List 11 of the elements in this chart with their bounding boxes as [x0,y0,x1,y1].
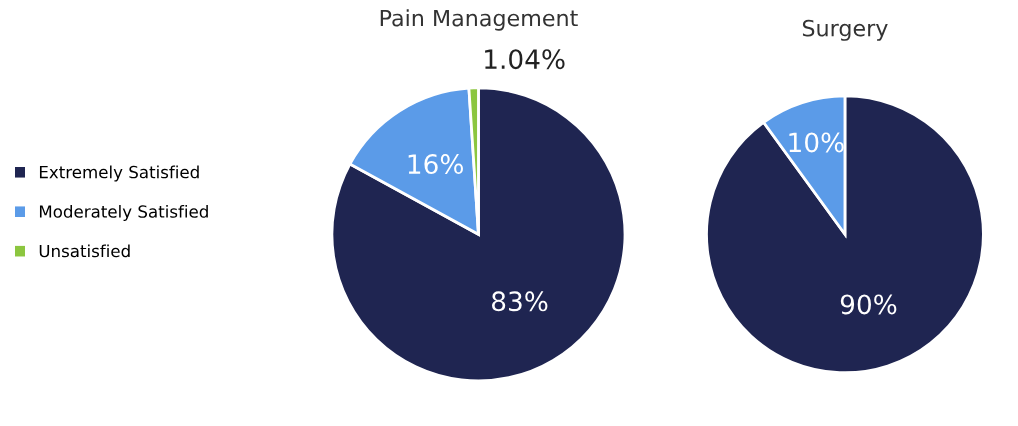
data-label: 90% [840,294,897,315]
chart-title: Pain Management [380,9,578,31]
legend-label: Extremely Satisfied [39,165,199,182]
data-label: 16% [408,154,463,174]
legend-label: Unsatisfied [39,244,130,258]
pie-slice [330,86,627,383]
data-label: 83% [492,291,548,312]
legend-label: Moderately Satisfied [39,204,208,222]
data-label: 10% [789,132,844,153]
data-label: 1.04% [485,49,565,70]
chart-title: Surgery [802,19,888,41]
